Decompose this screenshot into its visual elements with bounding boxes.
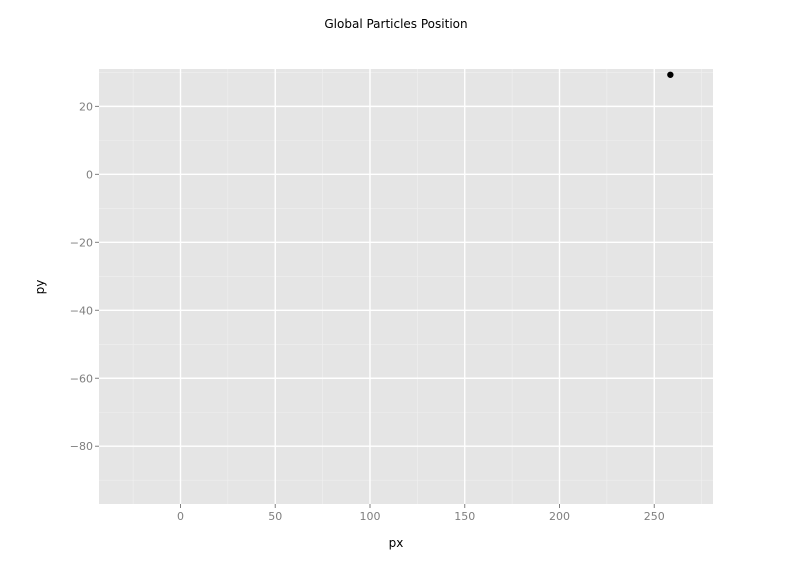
- x-tick-label: 0: [177, 510, 184, 523]
- y-tick-label: −60: [70, 372, 93, 385]
- x-tick-label: 100: [359, 510, 380, 523]
- minor-gridlines: [99, 69, 713, 504]
- data-point: [667, 71, 674, 78]
- major-gridlines: [99, 69, 713, 504]
- y-tick-label: 0: [86, 168, 93, 181]
- x-tick-label: 50: [268, 510, 282, 523]
- y-tick-label: −40: [70, 304, 93, 317]
- x-tick-label: 200: [549, 510, 570, 523]
- y-tick-label: −80: [70, 440, 93, 453]
- y-axis-title: py: [33, 280, 47, 295]
- plot-panel: [99, 69, 713, 504]
- x-tick-label: 250: [644, 510, 665, 523]
- y-axis-ticks: 20 0 −20 −40 −60 −80: [70, 100, 99, 453]
- y-tick-label: 20: [79, 100, 93, 113]
- data-points: [667, 71, 674, 78]
- y-tick-label: −20: [70, 236, 93, 249]
- x-axis-ticks: 0 50 100 150 200 250: [177, 504, 665, 523]
- x-tick-label: 150: [454, 510, 475, 523]
- chart-title: Global Particles Position: [324, 17, 467, 31]
- x-axis-title: px: [389, 536, 404, 550]
